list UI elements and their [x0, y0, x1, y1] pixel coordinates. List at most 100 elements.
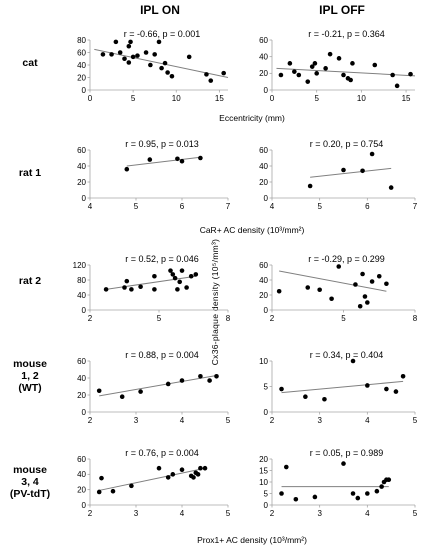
data-point [175, 156, 180, 162]
data-point [129, 287, 134, 292]
x-tick-label: 5 [413, 509, 418, 518]
data-point [388, 185, 394, 190]
column-header-ipl-off: IPL OFF [319, 3, 365, 17]
data-point [156, 465, 162, 471]
data-point [124, 278, 130, 284]
data-point [138, 389, 143, 394]
x-tick-label: 5 [317, 202, 322, 211]
y-tick-label: 120 [73, 261, 87, 270]
data-point [312, 494, 318, 500]
x-tick-label: 6 [365, 202, 370, 211]
x-tick-label: 4 [365, 509, 370, 518]
data-point [372, 62, 378, 68]
y-tick-label: 0 [264, 306, 269, 315]
y-tick-label: 60 [77, 146, 86, 155]
data-point [170, 472, 176, 477]
data-point [103, 287, 109, 292]
data-point [198, 155, 203, 161]
data-point [279, 386, 284, 392]
x-tick-label: 0 [270, 94, 275, 103]
y-axis-label: Cx36-plaque density (10⁵/mm³) [210, 239, 220, 366]
y-tick-label: 20 [259, 455, 268, 464]
x-axis-label-mouse34: Prox1+ AC density (10³/mm²) [197, 535, 307, 545]
data-point [188, 273, 194, 279]
data-point [322, 396, 327, 402]
data-point [208, 78, 214, 83]
data-point [172, 275, 178, 281]
data-point [165, 70, 170, 75]
data-point [135, 53, 140, 58]
data-point [117, 50, 123, 55]
x-tick-label: 3 [317, 509, 322, 518]
y-tick-label: 0 [82, 501, 87, 510]
x-tick-label: 2 [88, 314, 93, 323]
y-tick-label: 20 [77, 485, 86, 494]
data-point [362, 294, 368, 299]
y-tick-label: 10 [259, 357, 268, 366]
data-point [169, 73, 175, 79]
y-tick-label: 20 [259, 69, 268, 78]
data-point [341, 461, 346, 466]
correlation-stat: r = 0.05, p = 0.989 [310, 448, 384, 458]
row-label-4-line-1: 3, 4 [21, 476, 39, 488]
x-tick-label: 7 [413, 202, 418, 211]
panel-cat-off: 0 20 40 60 0 5 10 15 r = -0.21, p = 0.364 [259, 29, 416, 103]
trend-line [99, 467, 206, 491]
data-point [96, 388, 102, 394]
data-point [374, 488, 380, 494]
data-point [99, 475, 104, 481]
correlation-stat: r = 0.88, p = 0.004 [125, 350, 199, 360]
data-point [119, 394, 125, 400]
column-header-ipl-on: IPL ON [140, 3, 180, 17]
y-tick-label: 60 [259, 36, 268, 45]
data-point [394, 83, 400, 89]
data-point [100, 52, 106, 57]
data-point [400, 374, 406, 379]
x-tick-label: 15 [215, 94, 224, 103]
data-point [195, 472, 201, 477]
x-tick-label: 2 [270, 314, 275, 323]
data-point [214, 374, 219, 379]
data-point [341, 72, 346, 78]
x-tick-label: 15 [402, 94, 411, 103]
x-tick-label: 10 [172, 94, 181, 103]
data-point [109, 52, 114, 57]
data-point [323, 66, 328, 71]
data-point [305, 79, 311, 84]
data-point [365, 300, 370, 305]
x-tick-label: 4 [365, 416, 370, 425]
data-point [130, 54, 136, 60]
data-point [124, 166, 130, 172]
row-label-1-line-0: rat 1 [19, 167, 41, 179]
x-tick-label: 10 [357, 94, 366, 103]
x-tick-label: 5 [413, 416, 418, 425]
y-tick-label: 40 [259, 52, 268, 61]
y-tick-label: 0 [264, 408, 269, 417]
y-tick-label: 20 [77, 391, 86, 400]
y-tick-label: 0 [82, 86, 87, 95]
data-point [221, 70, 226, 76]
data-point [148, 62, 153, 68]
panel-cat-on: 0 20 40 60 80 0 5 10 15 r = -0.66, p = 0.001 [77, 29, 229, 103]
y-tick-label: 10 [259, 478, 268, 487]
row-label-3-line-2: (WT) [18, 382, 41, 394]
data-point [207, 378, 212, 383]
data-point [126, 43, 132, 49]
y-tick-label: 80 [77, 36, 86, 45]
data-point [191, 475, 196, 480]
data-point [350, 491, 356, 496]
data-point [184, 285, 189, 290]
y-tick-label: 60 [259, 261, 268, 270]
data-point [204, 72, 209, 77]
data-point [303, 394, 308, 400]
panel-rat2-off: 0 20 40 60 2 5 8 r = -0.29, p = 0.299 [259, 254, 418, 323]
data-point [293, 496, 299, 502]
data-point [165, 381, 171, 387]
x-tick-label: 5 [314, 94, 319, 103]
y-tick-label: 15 [259, 466, 268, 475]
x-tick-label: 4 [88, 202, 93, 211]
data-point [96, 489, 102, 495]
row-label-4-line-0: mouse [13, 464, 47, 476]
correlation-stat: r = 0.76, p = 0.004 [125, 448, 199, 458]
trend-line [310, 167, 392, 178]
